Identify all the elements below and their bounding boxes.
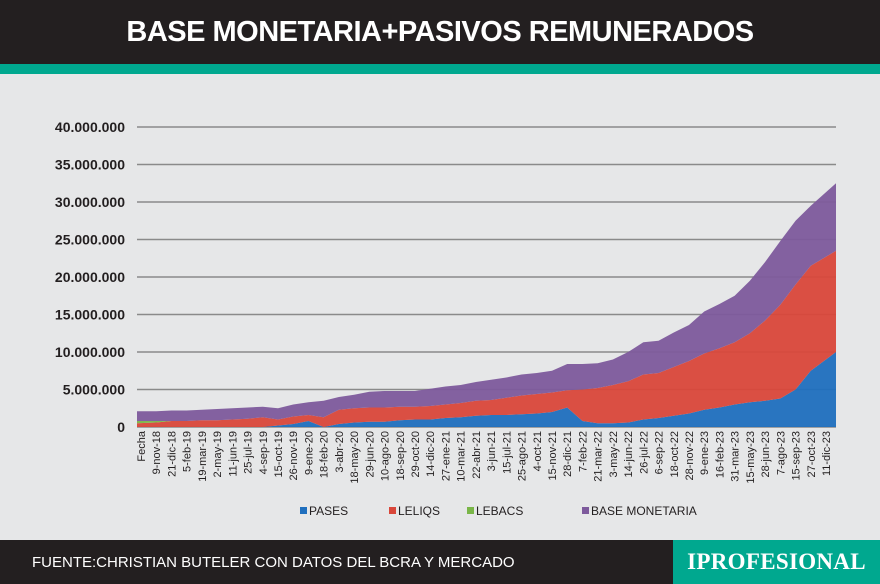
x-tick-label: 11-jun-19 (227, 431, 239, 477)
x-tick-label: 19-mar-19 (197, 431, 209, 482)
x-tick-label: 26-jul-22 (638, 431, 650, 474)
y-tick-label: 5.000.000 (63, 382, 125, 398)
x-tick-label: 26-nov-19 (288, 431, 300, 481)
x-tick-label: 15-oct-19 (273, 431, 285, 477)
x-tick-label: 27-ene-21 (440, 431, 452, 481)
x-tick-label: 14-dic-20 (425, 431, 437, 477)
x-tick-label: 25-ago-21 (517, 431, 529, 481)
x-tick-label: 9-nov-18 (151, 431, 163, 474)
x-tick-label: 28-jun-23 (760, 431, 772, 477)
y-tick-label: 0 (117, 419, 125, 435)
source-note: FUENTE:CHRISTIAN BUTELER CON DATOS DEL B… (32, 554, 515, 571)
x-tick-label: 15-nov-21 (547, 431, 559, 481)
x-tick-label: 18-feb-20 (319, 431, 331, 478)
x-tick-label: 10-ago-20 (380, 431, 392, 481)
x-tick-label: 4-oct-21 (532, 431, 544, 471)
x-tick-label: 9-ene-23 (699, 431, 711, 475)
x-tick-label: 28-nov-22 (684, 431, 696, 481)
x-tick-label: 5-feb-19 (182, 431, 194, 472)
iprofesional-logo: IPROFESIONAL (673, 540, 880, 584)
y-tick-label: 15.000.000 (55, 307, 125, 323)
y-tick-label: 10.000.000 (55, 344, 125, 360)
footer-bar: FUENTE:CHRISTIAN BUTELER CON DATOS DEL B… (0, 540, 880, 584)
x-tick-label: 15-sep-23 (791, 431, 803, 481)
y-tick-label: 20.000.000 (55, 269, 125, 285)
x-tick-label: 16-feb-23 (714, 431, 726, 478)
x-tick-label: 7-feb-22 (577, 431, 589, 472)
x-tick-label: 21-dic-18 (166, 431, 178, 477)
y-tick-label: 35.000.000 (55, 157, 125, 173)
x-tick-label: 15-jul-21 (501, 431, 513, 474)
legend-label: PASES (309, 504, 348, 518)
x-tick-label: Fecha (136, 430, 148, 461)
x-tick-label: 18-oct-22 (669, 431, 681, 477)
x-tick-label: 3-abr-20 (334, 431, 346, 473)
x-tick-label: 3-jun-21 (486, 431, 498, 471)
y-tick-label: 30.000.000 (55, 194, 125, 210)
x-tick-label: 14-jun-22 (623, 431, 635, 477)
area-pases (137, 352, 836, 427)
y-tick-label: 40.000.000 (55, 119, 125, 135)
x-tick-label: 31-mar-23 (730, 431, 742, 482)
x-tick-label: 3-may-22 (608, 431, 620, 477)
accent-stripe (0, 64, 880, 74)
area-leliqs (137, 250, 836, 427)
x-tick-label: 29-jun-20 (364, 431, 376, 477)
area-base-monetaria (137, 183, 836, 421)
x-tick-label: 25-jul-19 (243, 431, 255, 474)
x-tick-label: 15-may-23 (745, 431, 757, 484)
legend-label: BASE MONETARIA (591, 504, 697, 518)
stacked-area-chart: 0 5.000.000 10.000.000 15.000.000 20.000.000… (55, 119, 836, 518)
legend-swatch (582, 507, 589, 514)
x-tick-label: 18-may-20 (349, 431, 361, 484)
x-tick-label: 10-mar-21 (456, 431, 468, 482)
x-tick-label: 2-may-19 (212, 431, 224, 477)
x-tick-label: 7-ago-23 (775, 431, 787, 475)
x-tick-label: 6-sep-22 (654, 431, 666, 474)
chart-title: BASE MONETARIA+PASIVOS REMUNERADOS (126, 15, 754, 48)
header-bar: BASE MONETARIA+PASIVOS REMUNERADOS (0, 0, 880, 64)
legend-label: LEBACS (476, 504, 523, 518)
legend-swatch (467, 507, 474, 514)
x-tick-label: 27-oct-23 (806, 431, 818, 477)
y-tick-label: 25.000.000 (55, 232, 125, 248)
legend-swatch (300, 507, 307, 514)
x-tick-label: 28-dic-21 (562, 431, 574, 477)
x-tick-label: 29-oct-20 (410, 431, 422, 477)
x-tick-label: 4-sep-19 (258, 431, 270, 474)
x-tick-label: 9-ene-20 (303, 431, 315, 475)
legend-swatch (389, 507, 396, 514)
x-tick-label: 22-abr-21 (471, 431, 483, 479)
x-tick-label: 21-mar-22 (593, 431, 605, 482)
legend-label: LELIQS (398, 504, 440, 518)
x-tick-label: 18-sep-20 (395, 431, 407, 481)
x-tick-label: 11-dic-23 (821, 431, 833, 476)
